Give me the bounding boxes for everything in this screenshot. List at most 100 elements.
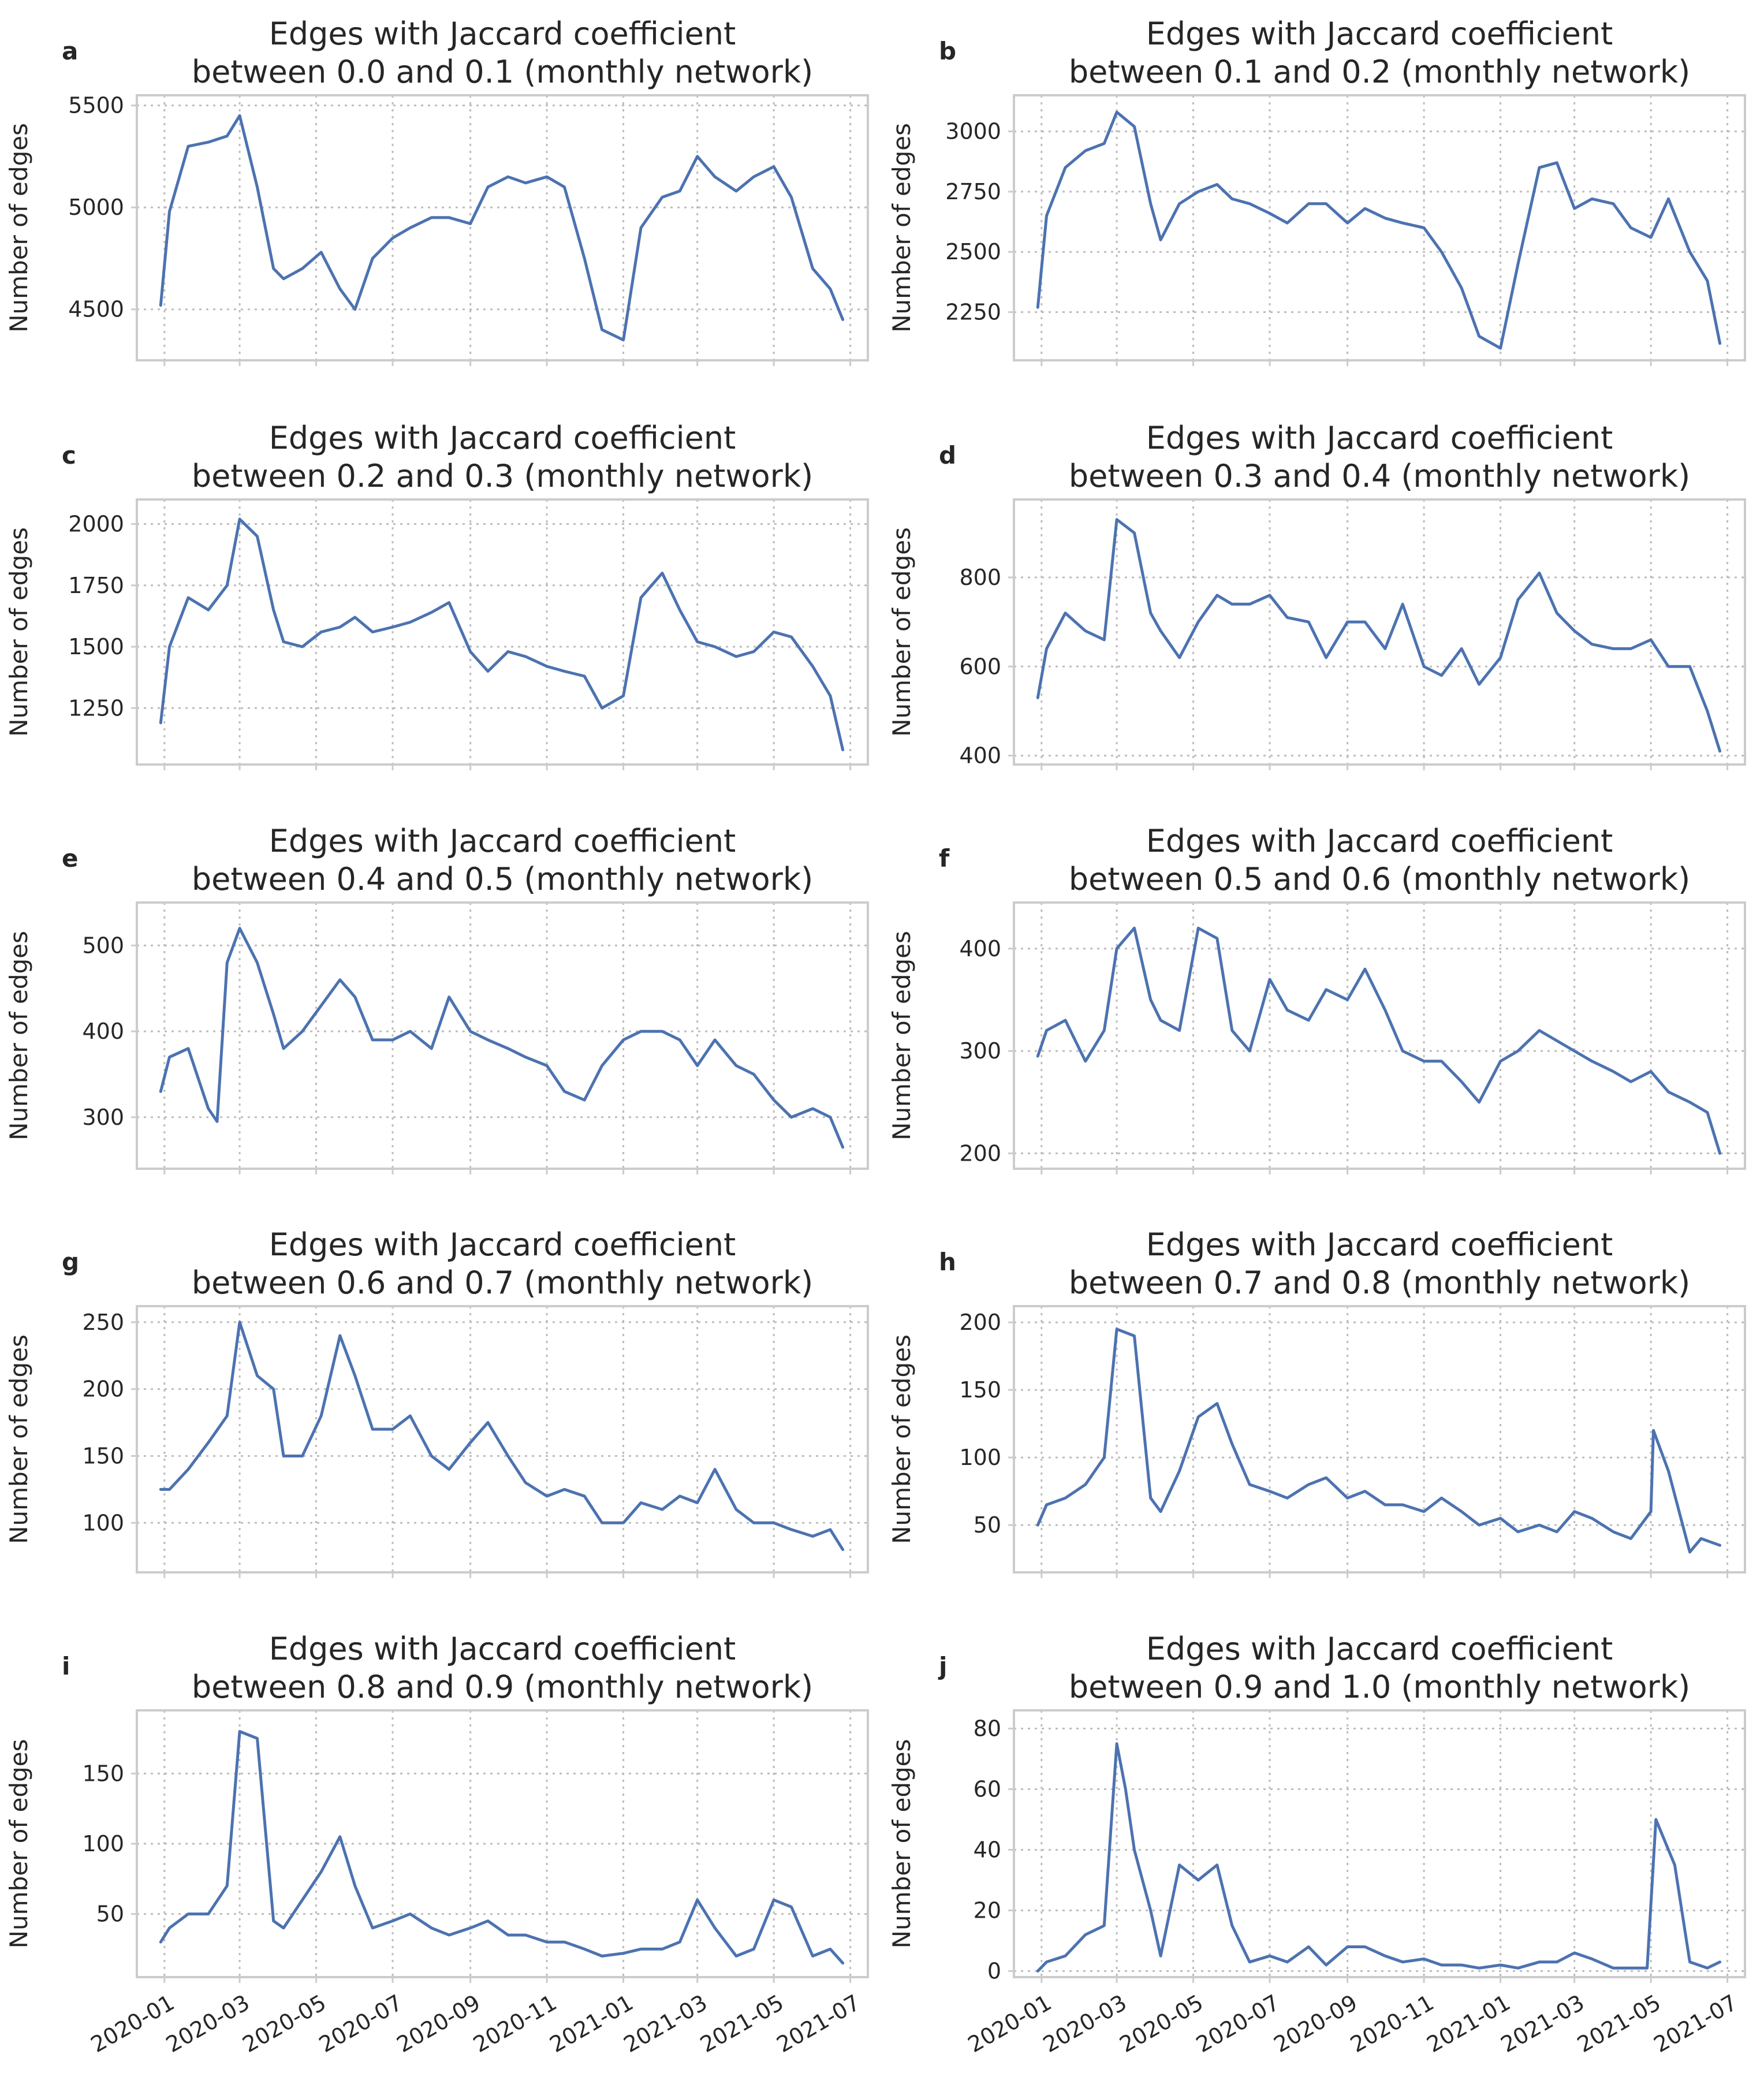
y-tick-label: 200 — [959, 1140, 1001, 1166]
plot-frame — [136, 1709, 869, 1978]
y-tick-label: 0 — [987, 1959, 1001, 1984]
series-line — [159, 517, 845, 751]
y-tick-label: 5000 — [68, 195, 124, 220]
chart-title-line2: between 0.2 and 0.3 (monthly network) — [192, 458, 813, 494]
y-tick-label: 2750 — [945, 179, 1001, 204]
y-tick-label: 300 — [82, 1105, 124, 1130]
x-tick-label: 2021-05 — [696, 1990, 788, 2057]
panel-letter: b — [939, 37, 956, 65]
chart-panel-b: 2250 2500 2750 3000 Edges with Jaccard coeff… — [887, 16, 1746, 366]
chart-title-line2: between 0.6 and 0.7 (monthly network) — [192, 1265, 813, 1301]
series-line — [159, 1730, 845, 1965]
x-tick-label: 2020-01 — [87, 1990, 179, 2057]
y-axis-label: Number of edges — [887, 1334, 916, 1544]
panel-letter: g — [62, 1248, 79, 1276]
y-axis-label: Number of edges — [5, 527, 33, 737]
x-tick-label: 2021-07 — [773, 1990, 865, 2057]
y-axis-label: Number of edges — [887, 931, 916, 1140]
x-tick-label: 2020-03 — [1039, 1990, 1131, 2057]
y-tick-label: 2250 — [945, 300, 1001, 325]
y-tick-label: 200 — [959, 1310, 1001, 1335]
plot-frame — [136, 94, 869, 361]
x-tick-label: 2020-05 — [238, 1990, 331, 2057]
y-tick-label: 250 — [82, 1310, 124, 1335]
y-tick-label: 1250 — [68, 695, 124, 721]
y-tick-label: 2500 — [945, 239, 1001, 264]
y-tick-label: 20 — [974, 1898, 1001, 1923]
series-line — [1036, 1742, 1722, 1973]
chart-panel-f: 200 300 400 Edges with Jaccard coefficientb… — [887, 823, 1746, 1174]
chart-panel-h: 50 100 150 200 Edges with Jaccard coefficien… — [887, 1226, 1746, 1578]
chart-panel-d: 400 600 800 Edges with Jaccard coefficientb… — [887, 420, 1746, 770]
panel-letter: d — [939, 441, 956, 469]
y-tick-label: 800 — [959, 565, 1001, 590]
plot-frame — [136, 498, 869, 766]
y-axis-label: Number of edges — [887, 1739, 916, 1949]
y-tick-label: 150 — [959, 1377, 1001, 1403]
y-tick-label: 1500 — [68, 634, 124, 659]
y-tick-label: 150 — [82, 1761, 124, 1786]
y-tick-label: 400 — [959, 936, 1001, 961]
plot-frame — [136, 1305, 869, 1574]
chart-title-line1: Edges with Jaccard coefficient — [1146, 16, 1613, 52]
x-tick-label: 2020-09 — [1270, 1990, 1362, 2057]
panel-letter: h — [939, 1248, 956, 1276]
plot-frame — [1013, 901, 1746, 1170]
y-tick-label: 40 — [974, 1837, 1001, 1863]
panel-letter: f — [939, 844, 950, 873]
series-line — [1036, 518, 1722, 753]
y-tick-label: 400 — [82, 1019, 124, 1044]
chart-title-line2: between 0.9 and 1.0 (monthly network) — [1069, 1669, 1690, 1705]
chart-title-line2: between 0.3 and 0.4 (monthly network) — [1069, 458, 1690, 494]
y-tick-label: 150 — [82, 1443, 124, 1468]
chart-panel-a: 4500 5000 5500 Edges with Jaccard coefficie… — [5, 16, 869, 366]
y-tick-label: 3000 — [945, 119, 1001, 144]
series-line — [159, 927, 845, 1149]
y-axis-label: Number of edges — [887, 527, 916, 737]
plot-frame — [1013, 498, 1746, 766]
chart-title-line1: Edges with Jaccard coefficient — [269, 1226, 736, 1263]
chart-title-line1: Edges with Jaccard coefficient — [269, 16, 736, 52]
plot-frame — [136, 901, 869, 1170]
y-tick-label: 500 — [82, 933, 124, 958]
chart-title-line1: Edges with Jaccard coefficient — [1146, 1226, 1613, 1263]
chart-title-line2: between 0.0 and 0.1 (monthly network) — [192, 54, 813, 90]
chart-panel-j: 0 20 40 60 80 Edges with Jaccard coefficientb… — [887, 1631, 1746, 2057]
y-tick-label: 100 — [82, 1510, 124, 1535]
series-line — [1036, 110, 1722, 350]
x-tick-label: 2020-09 — [393, 1990, 485, 2057]
y-tick-label: 5500 — [68, 93, 124, 118]
plot-frame — [1013, 94, 1746, 361]
y-tick-label: 80 — [974, 1716, 1001, 1742]
x-tick-label: 2020-03 — [162, 1990, 254, 2057]
series-line — [1036, 1328, 1722, 1554]
x-tick-label: 2021-01 — [546, 1990, 638, 2057]
y-axis-label: Number of edges — [887, 123, 916, 333]
series-line — [159, 1321, 845, 1552]
y-axis-label: Number of edges — [5, 1739, 33, 1949]
chart-title-line1: Edges with Jaccard coefficient — [269, 823, 736, 859]
chart-title-line1: Edges with Jaccard coefficient — [269, 1631, 736, 1667]
x-tick-label: 2020-01 — [964, 1990, 1056, 2057]
panel-letter: j — [938, 1652, 947, 1680]
x-tick-label: 2021-05 — [1573, 1990, 1665, 2057]
y-tick-label: 1750 — [68, 573, 124, 598]
chart-title-line2: between 0.4 and 0.5 (monthly network) — [192, 861, 813, 897]
chart-title-line1: Edges with Jaccard coefficient — [1146, 420, 1613, 456]
panel-letter: e — [62, 844, 79, 873]
y-tick-label: 100 — [82, 1831, 124, 1856]
chart-title-line2: between 0.8 and 0.9 (monthly network) — [192, 1669, 813, 1705]
chart-panel-e: 300 400 500 Edges with Jaccard coefficientb… — [5, 823, 869, 1174]
chart-panel-c: 1250 1500 1750 2000 Edges with Jaccard coeff… — [5, 420, 869, 770]
panel-letter: c — [62, 441, 76, 469]
series-line — [1036, 926, 1722, 1155]
x-tick-label: 2020-11 — [469, 1990, 561, 2057]
y-axis-label: Number of edges — [5, 1334, 33, 1544]
y-tick-label: 300 — [959, 1038, 1001, 1064]
x-tick-label: 2021-07 — [1650, 1990, 1742, 2057]
y-tick-label: 50 — [974, 1512, 1001, 1538]
series-line — [159, 114, 845, 342]
panel-letter: a — [62, 37, 78, 65]
chart-title-line2: between 0.5 and 0.6 (monthly network) — [1069, 861, 1690, 897]
